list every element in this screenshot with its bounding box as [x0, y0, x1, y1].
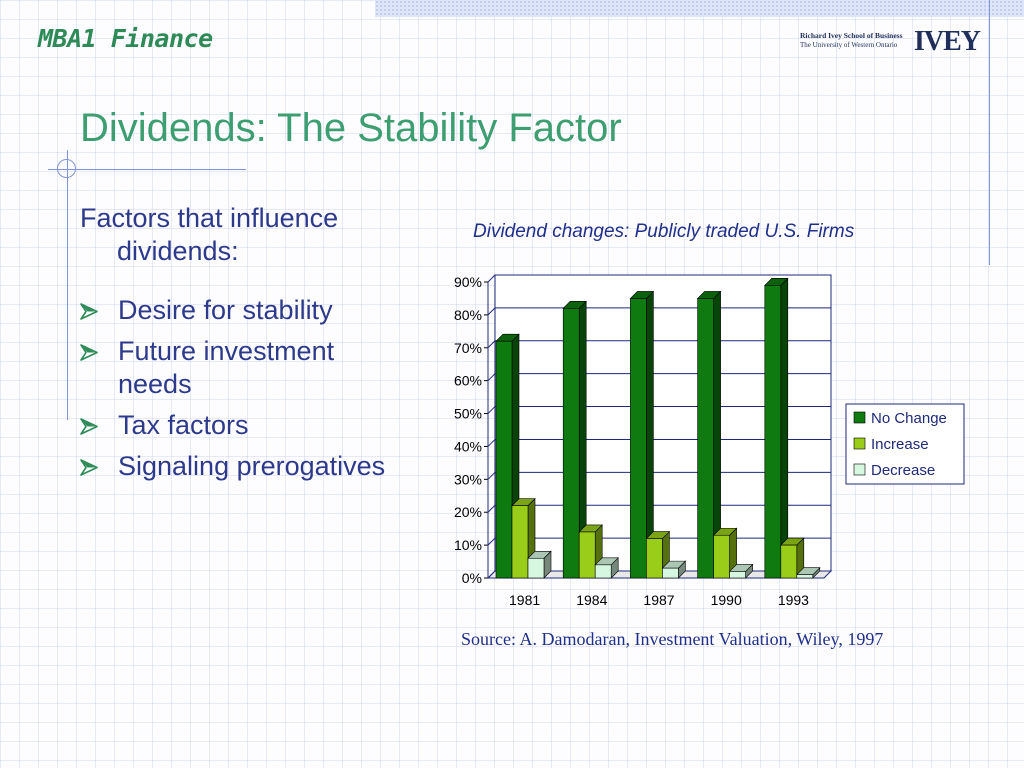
gridline-side: [487, 439, 496, 447]
x-tick-label: 1987: [643, 592, 674, 608]
school-name: Richard Ivey School of Business: [800, 31, 903, 40]
bar: [646, 538, 663, 579]
decorative-circle: [57, 159, 76, 178]
legend-label: Decrease: [871, 462, 935, 479]
bar: [511, 505, 529, 579]
legend-label: No Change: [871, 410, 947, 427]
bar: [796, 574, 814, 579]
gridline-side: [487, 406, 496, 414]
decorative-line: [989, 0, 990, 265]
legend-label: Increase: [871, 436, 929, 453]
bullet-item: Future investment needs: [80, 335, 390, 401]
university-name: The University of Western Ontario: [800, 41, 898, 49]
gridline-side: [487, 274, 496, 283]
arrow-bullet-icon: [80, 418, 98, 435]
decorative-line: [48, 169, 246, 170]
intro-label: Factors that influence dividends:: [80, 203, 339, 266]
y-tick-label: 70%: [454, 340, 482, 356]
y-tick-label: 0%: [462, 570, 482, 586]
header-band: [375, 0, 1024, 17]
ivey-wordmark: IVEY: [914, 26, 981, 57]
bar: [562, 308, 580, 579]
bullet-list: Desire for stability Future investment ne…: [80, 294, 390, 483]
bar: [697, 298, 714, 579]
bar: [527, 557, 545, 579]
legend: [845, 403, 965, 485]
x-tick-label: 1981: [509, 592, 540, 608]
y-tick-label: 60%: [454, 373, 482, 389]
gridline-side: [487, 307, 496, 316]
gridline-side: [487, 537, 496, 546]
gridline-side: [487, 373, 496, 382]
bar: [578, 531, 596, 579]
decorative-line: [67, 150, 68, 420]
bullet-item: Signaling prerogatives: [80, 450, 390, 483]
x-tick-label: 1993: [778, 592, 809, 608]
bullet-text: Tax factors: [118, 410, 249, 440]
y-tick-label: 30%: [454, 471, 482, 487]
gridline-side: [487, 471, 496, 480]
slide-title: Dividends: The Stability Factor: [80, 106, 622, 150]
bar: [713, 534, 730, 579]
arrow-bullet-icon: [80, 344, 98, 361]
chart-title: Dividend changes: Publicly traded U.S. F…: [473, 221, 855, 242]
legend-swatch: [853, 437, 866, 450]
bar: [495, 340, 513, 579]
x-tick-label: 1990: [711, 592, 742, 608]
gridline-side: [487, 504, 496, 513]
course-title: MBA1 Finance: [38, 24, 213, 53]
bullet-text: Future investment needs: [118, 336, 335, 399]
y-tick-label: 20%: [454, 504, 482, 520]
gridline-side: [487, 340, 496, 349]
school-logo: Richard Ivey School of Business The Univ…: [800, 26, 981, 61]
bar: [662, 567, 679, 579]
bullet-text: Desire for stability: [118, 295, 333, 325]
arrow-bullet-icon: [80, 459, 98, 476]
bullet-item: Tax factors: [80, 409, 390, 442]
dividend-changes-chart: 0% 10% 20% 30% 40% 50% 60% 70% 80% 90% 1981 1984 198…: [454, 274, 965, 608]
bar: [729, 571, 746, 579]
y-tick-label: 80%: [454, 307, 482, 323]
bullet-item: Desire for stability: [80, 294, 390, 327]
x-tick-label: 1984: [576, 592, 607, 608]
y-tick-label: 10%: [454, 537, 482, 553]
bar-side: [780, 277, 789, 579]
bar: [780, 544, 798, 579]
legend-swatch: [853, 411, 866, 424]
intro-text: Factors that influence dividends:: [80, 202, 390, 268]
source-citation: Source: A. Damodaran, Investment Valuati…: [461, 629, 884, 649]
bullet-section: Factors that influence dividends: Desire…: [80, 202, 390, 491]
bar: [764, 284, 782, 579]
bar: [630, 298, 647, 579]
y-tick-label: 50%: [454, 406, 482, 422]
y-tick-label: 90%: [454, 274, 482, 290]
bullet-text: Signaling prerogatives: [118, 451, 386, 481]
bar: [594, 564, 612, 579]
arrow-bullet-icon: [80, 303, 98, 320]
gridline-side: [487, 570, 496, 579]
legend-swatch: [853, 463, 866, 476]
y-tick-label: 40%: [454, 438, 482, 454]
